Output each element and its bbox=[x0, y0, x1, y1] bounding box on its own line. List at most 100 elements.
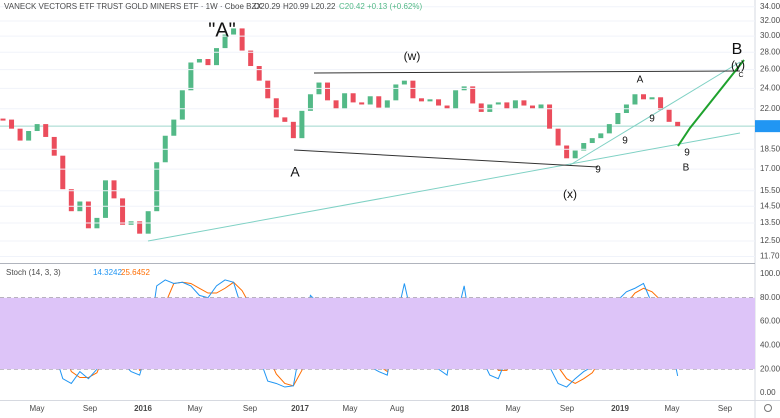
x-tick-label: Sep bbox=[560, 404, 575, 413]
x-tick-label: May bbox=[29, 404, 44, 413]
wave-label: 9 bbox=[622, 136, 628, 147]
y-tick-label: 17.00 bbox=[760, 164, 780, 173]
y-tick-label: 11.70 bbox=[760, 252, 780, 261]
candle bbox=[367, 96, 373, 105]
x-tick-label: Aug bbox=[390, 404, 404, 413]
x-tick-label: May bbox=[187, 404, 202, 413]
candle bbox=[214, 48, 219, 66]
candle bbox=[137, 221, 143, 234]
candle bbox=[470, 86, 476, 104]
candle bbox=[487, 104, 493, 112]
y-tick-label: 20.00 bbox=[760, 364, 780, 373]
candle bbox=[60, 155, 66, 190]
wave-label: (y) bbox=[731, 58, 745, 72]
candle bbox=[495, 102, 501, 105]
settings-icon[interactable] bbox=[764, 404, 772, 412]
candle bbox=[171, 119, 177, 136]
wave-label: C bbox=[738, 72, 743, 79]
y-tick-label: 18.50 bbox=[760, 144, 780, 153]
stoch-k-value: 14.3242 bbox=[93, 268, 122, 277]
x-tick-label: Sep bbox=[83, 404, 98, 413]
y-tick-label: 14.50 bbox=[760, 201, 780, 210]
candle bbox=[606, 124, 612, 134]
candle bbox=[342, 93, 348, 109]
wave-label: "A" bbox=[208, 19, 236, 41]
stoch-d-value: 25.6452 bbox=[121, 268, 150, 277]
candle bbox=[615, 112, 621, 125]
x-tick-label: Sep bbox=[243, 404, 258, 413]
candle bbox=[453, 90, 459, 109]
candle bbox=[102, 180, 108, 218]
ohlc-change: +0.13 (+0.62%) bbox=[367, 2, 422, 11]
candle bbox=[649, 97, 655, 100]
wave-label: A bbox=[290, 164, 300, 180]
candle bbox=[231, 28, 237, 35]
ohlc-low: L20.22 bbox=[311, 2, 336, 11]
candle bbox=[393, 84, 399, 101]
wave-label: 9 bbox=[684, 148, 690, 159]
candle bbox=[427, 99, 433, 102]
candle bbox=[188, 62, 194, 91]
trend-line bbox=[569, 61, 741, 166]
candle bbox=[145, 211, 151, 234]
candle bbox=[581, 143, 587, 151]
stoch-title: Stoch (14, 3, 3) bbox=[6, 268, 61, 277]
candle bbox=[538, 104, 544, 109]
y-tick-label: 80.00 bbox=[760, 293, 780, 302]
candle bbox=[359, 102, 365, 105]
x-tick-label: May bbox=[664, 404, 679, 413]
candle bbox=[68, 189, 74, 212]
y-tick-label: 26.00 bbox=[760, 65, 780, 74]
candle bbox=[333, 100, 339, 109]
y-tick-label: 40.00 bbox=[760, 340, 780, 349]
candle bbox=[307, 94, 313, 111]
candle bbox=[9, 119, 15, 129]
candle bbox=[521, 100, 527, 106]
y-tick-label: 12.50 bbox=[760, 236, 780, 245]
candle bbox=[641, 94, 646, 100]
candle bbox=[26, 131, 32, 141]
candle bbox=[658, 97, 664, 110]
candle bbox=[85, 201, 91, 229]
candle bbox=[273, 98, 279, 118]
candle bbox=[547, 104, 553, 129]
ohlc-close: C20.42 bbox=[339, 2, 365, 11]
candle bbox=[120, 198, 126, 225]
symbol: VANECK VECTORS ETF TRUST GOLD MINERS ETF… bbox=[4, 2, 262, 11]
y-tick-label: 22.00 bbox=[760, 104, 780, 113]
candle bbox=[17, 128, 23, 141]
candle bbox=[436, 99, 442, 106]
candle bbox=[666, 109, 672, 122]
wave-label: B bbox=[732, 41, 743, 58]
candle bbox=[444, 105, 450, 109]
wave-label: A bbox=[637, 75, 644, 86]
candle bbox=[51, 136, 57, 156]
y-tick-label: 32.00 bbox=[760, 16, 780, 25]
candle bbox=[34, 124, 40, 132]
x-tick-label: May bbox=[505, 404, 520, 413]
trend-line bbox=[313, 70, 741, 74]
candle bbox=[418, 98, 424, 102]
y-tick-label: 30.00 bbox=[760, 31, 780, 40]
candle bbox=[564, 145, 570, 159]
trend-line bbox=[293, 149, 599, 168]
candle bbox=[265, 80, 271, 99]
x-tick-label: 2018 bbox=[451, 404, 469, 413]
candle bbox=[325, 82, 331, 101]
x-tick-label: 2016 bbox=[134, 404, 152, 413]
candle bbox=[222, 34, 228, 49]
x-tick-label: 2019 bbox=[611, 404, 629, 413]
candle bbox=[299, 110, 305, 139]
candle bbox=[555, 128, 561, 146]
y-tick-label: 100.00 bbox=[760, 269, 780, 278]
ohlc-high: H20.99 bbox=[283, 2, 309, 11]
candle bbox=[572, 150, 578, 159]
candle bbox=[529, 105, 535, 109]
candle bbox=[111, 180, 117, 199]
y-tick-label: 24.00 bbox=[760, 83, 780, 92]
candle bbox=[589, 138, 595, 144]
candle bbox=[410, 80, 416, 99]
stoch-band bbox=[0, 297, 755, 370]
